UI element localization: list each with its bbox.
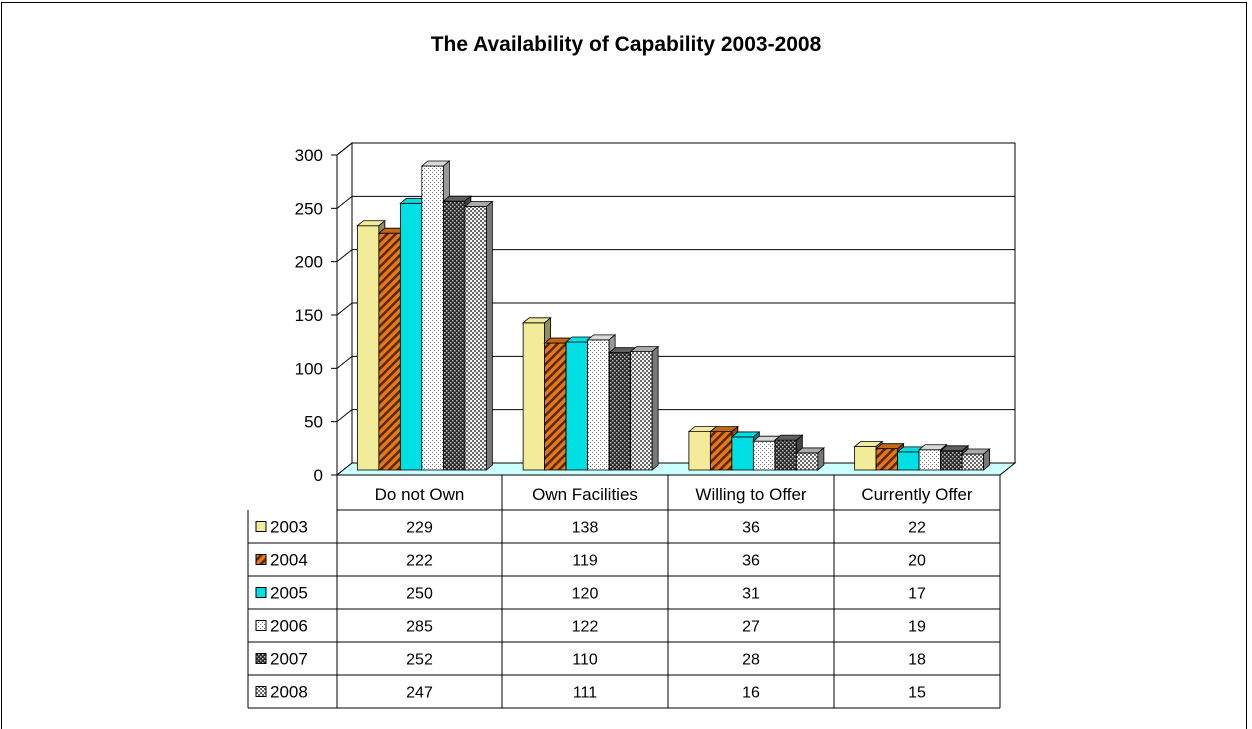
bar-front xyxy=(421,165,444,471)
data-label: 36 xyxy=(742,553,760,570)
legend-swatch-2007 xyxy=(255,653,267,664)
legend-label: 2005 xyxy=(270,584,308,603)
data-label: 31 xyxy=(742,586,760,603)
data-label: 250 xyxy=(406,586,433,603)
y-tick-label: 300 xyxy=(295,146,323,165)
bar-front xyxy=(940,450,963,471)
bar-front xyxy=(522,322,546,471)
bar-front xyxy=(752,440,776,471)
data-label: 17 xyxy=(908,586,926,603)
data-label: 119 xyxy=(572,553,598,570)
bars xyxy=(356,160,991,471)
data-label: 222 xyxy=(406,553,433,570)
y-tick-label: 50 xyxy=(304,413,323,432)
data-label: 138 xyxy=(572,520,599,537)
data-label: 18 xyxy=(908,652,926,669)
bar-front xyxy=(608,352,632,471)
data-label: 110 xyxy=(572,652,598,669)
legend-label: 2004 xyxy=(270,551,308,570)
bar-front xyxy=(378,232,401,471)
data-label: 28 xyxy=(742,652,760,669)
bar-2008-3 xyxy=(961,448,991,471)
y-axis: 0 50 100 150 200 250 300 xyxy=(295,146,338,485)
gridline-side xyxy=(336,249,353,263)
data-label: 285 xyxy=(406,619,433,636)
bar-front xyxy=(587,339,610,471)
data-label: 16 xyxy=(742,685,760,702)
legend-swatch-2008 xyxy=(255,686,267,697)
data-label: 15 xyxy=(908,685,926,702)
bar-side xyxy=(983,448,991,471)
bar-front xyxy=(897,451,920,471)
data-label: 22 xyxy=(908,520,926,537)
bar-side xyxy=(485,200,493,471)
bar-front xyxy=(795,452,819,471)
bar-2005-2 xyxy=(730,431,761,471)
y-tick-label: 150 xyxy=(295,306,323,325)
bar-front xyxy=(544,342,567,471)
bar-side xyxy=(817,447,825,471)
bar-front xyxy=(709,431,733,471)
data-label: 111 xyxy=(573,685,597,702)
bar-front xyxy=(442,200,466,471)
bar-front xyxy=(565,341,589,471)
chart-title: The Availability of Capability 2003-2008 xyxy=(430,33,822,56)
data-label: 36 xyxy=(742,520,760,537)
y-tick-label: 200 xyxy=(295,253,323,272)
data-label: 19 xyxy=(908,619,926,636)
legend-label: 2008 xyxy=(270,683,308,702)
y-tick-label: 250 xyxy=(295,199,323,218)
floor xyxy=(335,462,1017,476)
bar-front xyxy=(731,436,754,471)
bar-2003-3 xyxy=(853,440,884,471)
bar-front xyxy=(688,431,711,471)
bar-front xyxy=(399,202,423,471)
data-table: Do not Own Own Facilities Willing to Offer… xyxy=(247,475,1001,709)
data-label: 229 xyxy=(406,520,433,537)
data-label: 122 xyxy=(572,619,599,636)
bar-front xyxy=(774,439,797,471)
bar-2008-2 xyxy=(795,447,825,471)
gridline-side xyxy=(336,142,353,156)
category-label: Currently Offer xyxy=(861,485,973,504)
bar-2008-1 xyxy=(629,345,660,471)
bar-front xyxy=(854,446,877,471)
category-label: Willing to Offer xyxy=(695,485,807,504)
legend-swatch-2004 xyxy=(255,554,267,565)
legend-label: 2007 xyxy=(270,650,308,669)
data-label: 20 xyxy=(908,553,926,570)
data-label: 120 xyxy=(572,586,599,603)
bar-front xyxy=(464,206,487,471)
category-label: Own Facilities xyxy=(532,485,638,504)
gridline-side xyxy=(336,195,353,209)
gridline-side xyxy=(336,355,353,369)
legend-label: 2003 xyxy=(270,518,308,537)
bar-side xyxy=(651,345,659,471)
bar-2008-0 xyxy=(463,200,494,471)
legend-swatch-2005 xyxy=(255,587,267,598)
y-tick-label: 100 xyxy=(295,359,323,378)
gridline-side xyxy=(336,302,353,316)
bar-front xyxy=(630,351,653,471)
legend-swatch-2003 xyxy=(255,521,267,532)
data-label: 252 xyxy=(406,652,433,669)
y-tick-label: 0 xyxy=(314,466,323,485)
bar-front xyxy=(875,448,899,471)
data-label: 27 xyxy=(742,619,760,636)
data-label: 247 xyxy=(406,685,433,702)
legend-label: 2006 xyxy=(270,617,308,636)
gridline-side xyxy=(336,409,353,423)
category-label: Do not Own xyxy=(375,485,465,504)
bar-front xyxy=(356,225,380,471)
legend-swatch-2006 xyxy=(255,620,267,631)
bar-front xyxy=(918,449,942,471)
bar-front xyxy=(961,453,985,471)
